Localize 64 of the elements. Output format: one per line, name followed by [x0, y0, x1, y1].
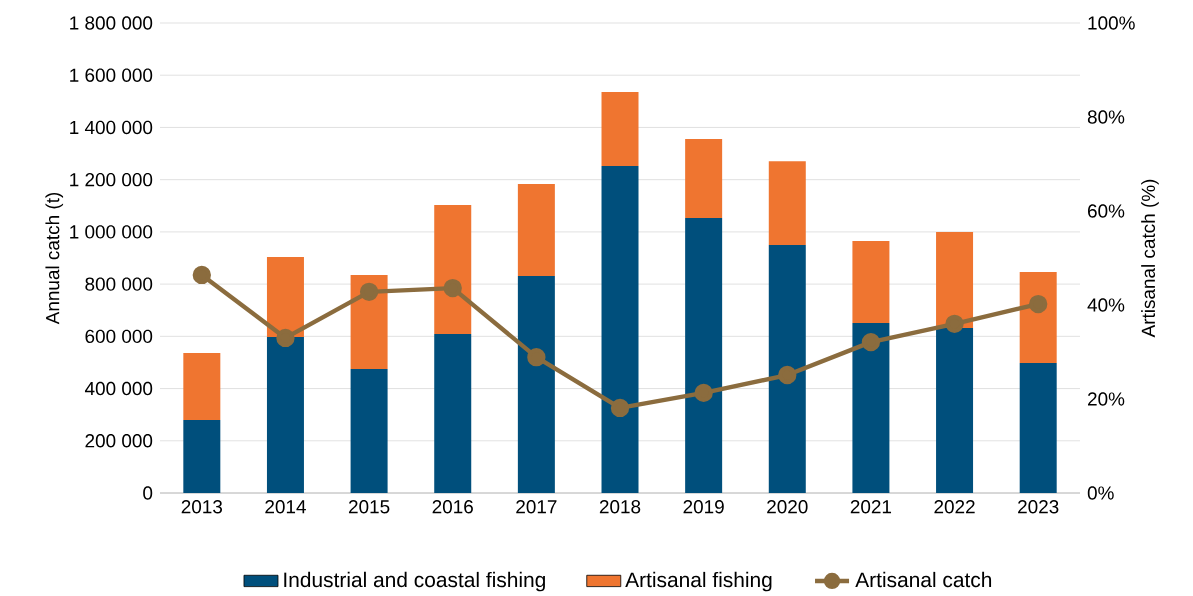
y2-tick-label: 60% — [1088, 204, 1125, 218]
y2-tick-label: 20% — [1087, 392, 1125, 406]
bar — [601, 166, 639, 493]
legend-label: Artisanal catch — [855, 571, 992, 588]
bar — [434, 333, 472, 493]
y-tick-label: 200 000 — [85, 434, 153, 448]
y-tick-label: 1 200 000 — [70, 172, 153, 187]
bar — [1019, 272, 1057, 363]
x-tick-label: 2014 — [265, 500, 306, 514]
bar — [601, 91, 639, 167]
point — [192, 265, 211, 285]
y2-axis-title: Artisanal catch (%) — [1141, 179, 1159, 338]
bar — [685, 218, 723, 493]
y-tick-label: 0 — [143, 486, 153, 500]
x-tick-label: 2017 — [516, 500, 557, 514]
bar — [1019, 362, 1057, 493]
x-tick-label: 2022 — [934, 500, 975, 514]
point — [359, 282, 379, 301]
bar — [517, 276, 555, 493]
x-tick-label: 2018 — [599, 500, 641, 514]
bar — [350, 368, 388, 493]
bar — [517, 184, 555, 277]
y-tick-label: 1 400 000 — [70, 120, 153, 135]
y2-tick-label: 80% — [1087, 110, 1125, 124]
bar — [768, 244, 806, 493]
y2-tick-label: 40% — [1087, 298, 1125, 312]
bar — [434, 204, 472, 334]
x-tick-label: 2019 — [683, 500, 724, 514]
bar — [183, 353, 221, 420]
y-tick-label: 600 000 — [85, 329, 153, 344]
x-tick-label: 2021 — [850, 500, 892, 514]
point — [527, 348, 546, 367]
x-tick-label: 2016 — [432, 500, 473, 514]
x-tick-label: 2020 — [767, 500, 808, 514]
point — [694, 383, 713, 403]
point — [861, 332, 881, 352]
x-tick-label: 2023 — [1018, 500, 1059, 514]
bar — [936, 327, 974, 493]
x-tick-label: 2015 — [348, 500, 390, 514]
y-tick-label: 1 800 000 — [70, 16, 153, 30]
y-tick-label: 1 000 000 — [70, 225, 153, 239]
y-tick-label: 400 000 — [84, 381, 153, 396]
y2-tick-label: 0% — [1087, 486, 1114, 500]
y-tick-label: 800 000 — [85, 277, 153, 291]
legend-label: Industrial and coastal fishing — [284, 571, 545, 592]
bar — [852, 323, 890, 493]
point — [1029, 294, 1048, 314]
bar — [768, 161, 806, 245]
x-tick-label: 2013 — [181, 500, 223, 514]
y-axis-title: Annual catch (t) — [45, 192, 64, 325]
point — [945, 314, 964, 333]
point — [610, 398, 630, 418]
bar — [266, 337, 304, 493]
bar — [183, 419, 221, 493]
y-tick-label: 1 600 000 — [70, 68, 153, 82]
bar — [936, 231, 974, 328]
point — [443, 278, 462, 298]
bar — [266, 256, 304, 338]
legend-label: Artisanal fishing — [625, 571, 772, 592]
bar — [685, 138, 723, 219]
bar — [852, 241, 890, 324]
point — [276, 328, 295, 348]
point — [778, 365, 797, 385]
y2-tick-label: 100% — [1088, 16, 1135, 30]
